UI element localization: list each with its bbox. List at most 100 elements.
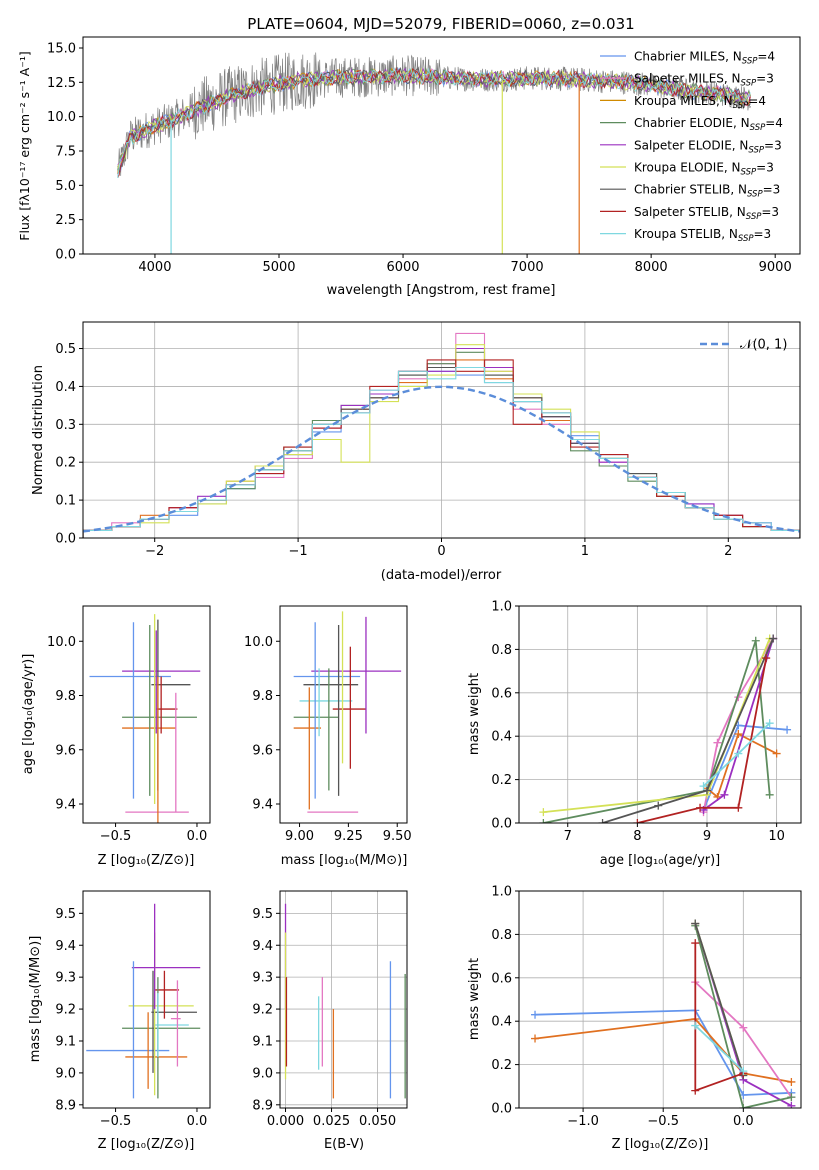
plus-marker xyxy=(691,939,700,948)
spectrum-title: PLATE=0604, MJD=52079, FIBERID=0060, z=0… xyxy=(247,15,634,33)
legend-label-8: Salpeter STELIB, NSSP=3 xyxy=(634,205,779,222)
weight-vs-age-panel: age [log₁₀(age/yr)] mass weight 7 8 9 10 0.0… xyxy=(467,600,802,868)
plus-marker xyxy=(751,636,760,645)
ebv-panel: E(B-V) 0.000 0.025 0.050 8.9 9.0 9.1 9.2 9.3 9.4… xyxy=(252,890,408,1152)
plot-area xyxy=(117,52,751,254)
x-tick-label: 2 xyxy=(724,544,732,559)
plus-marker xyxy=(765,719,774,728)
x-tick-label: 8 xyxy=(633,829,641,844)
legend-label-4: Chabrier ELODIE, NSSP=4 xyxy=(634,116,783,133)
plot-area xyxy=(89,614,201,823)
y-tick-label: 0.4 xyxy=(55,380,76,395)
y-tick-label: 1.0 xyxy=(491,600,512,615)
plus-marker xyxy=(739,1067,748,1076)
y-tick-label: 0.0 xyxy=(55,248,76,263)
y-tick-label: 9.4 xyxy=(252,798,273,813)
plus-marker xyxy=(762,654,771,663)
plot-area xyxy=(284,903,406,1099)
y-tick-label: 9.2 xyxy=(55,1003,76,1018)
plus-marker xyxy=(539,819,548,823)
x-tick-label: 0.0 xyxy=(733,1114,754,1129)
plus-marker xyxy=(699,782,708,791)
x-tick-label: −0.5 xyxy=(100,1114,132,1129)
plus-marker xyxy=(739,1023,748,1032)
residuals-plot: −2 −1 0 1 2 0.0 0.1 0.2 0.3 0.4 0.5 𝒩(0, 1) xyxy=(55,321,801,559)
weight-vs-age-plot: 7 8 9 10 0.0 0.2 0.4 0.6 0.8 1.0 xyxy=(491,600,802,844)
plus-marker xyxy=(720,790,729,799)
axes-frame xyxy=(82,36,801,255)
spectrum-panel: PLATE=0604, MJD=52079, FIBERID=0060, z=0… xyxy=(17,15,801,298)
axes-frame xyxy=(82,890,211,1109)
y-tick-label: 9.6 xyxy=(252,743,273,758)
plus-marker xyxy=(691,919,700,928)
plus-marker xyxy=(739,1104,748,1108)
y-tick-label: 10.0 xyxy=(47,635,76,650)
y-tick-label: 2.5 xyxy=(55,213,76,228)
y-tick-label: 9.0 xyxy=(252,1066,273,1081)
y-tick-label: 9.1 xyxy=(55,1034,76,1049)
y-tick-label: 9.3 xyxy=(55,971,76,986)
x-tick-label: 7 xyxy=(564,829,572,844)
y-tick-label: 0.4 xyxy=(491,730,512,745)
plus-marker xyxy=(713,738,722,747)
x-tick-label: 7000 xyxy=(511,260,544,275)
x-tick-label: −0.5 xyxy=(647,1114,679,1129)
age-vs-z-ylabel: age [log₁₀(age/yr)] xyxy=(21,654,36,775)
mass-vs-z-panel: Z [log₁₀(Z/Z⊙)] mass [log₁₀(M/M⊙)] −0.5 0… xyxy=(28,890,211,1152)
plot-area xyxy=(293,611,402,813)
y-tick-label: 8.9 xyxy=(252,1098,273,1113)
age-vs-z-panel: Z [log₁₀(Z/Z⊙)] age [log₁₀(age/yr)] −0.5… xyxy=(21,605,211,868)
plus-marker xyxy=(787,1101,796,1108)
x-tick-label: 4000 xyxy=(138,260,171,275)
y-tick-label: 15.0 xyxy=(47,41,76,56)
plus-marker xyxy=(691,1021,700,1030)
y-tick-label: 0.2 xyxy=(491,773,512,788)
y-tick-label: 9.2 xyxy=(252,1003,273,1018)
y-tick-label: 0.0 xyxy=(55,532,76,547)
plus-marker xyxy=(696,803,705,812)
x-tick-label: 0.0 xyxy=(187,1114,208,1129)
legend-label-9: Kroupa STELIB, NSSP=3 xyxy=(634,227,771,244)
age-vs-z-xlabel: Z [log₁₀(Z/Z⊙)] xyxy=(98,853,195,868)
weight-line-9 xyxy=(694,1024,744,1072)
plus-marker xyxy=(734,749,743,758)
plus-marker xyxy=(787,1093,796,1102)
plus-marker xyxy=(654,801,663,810)
weight-line-7 xyxy=(694,923,745,1076)
y-tick-label: 0.4 xyxy=(491,1015,512,1030)
weight-line-2 xyxy=(534,1018,792,1083)
weight-vs-z-plot: −1.0 −0.5 0.0 0.0 0.2 0.4 0.6 0.8 1.0 xyxy=(491,885,802,1129)
spectrum-ylabel: Flux [fλ10⁻¹⁷ erg cm⁻² s⁻¹ A⁻¹] xyxy=(17,51,32,240)
plus-marker xyxy=(531,1034,540,1043)
x-tick-label: 0.050 xyxy=(359,1114,396,1129)
weight-line-5 xyxy=(694,925,792,1108)
y-tick-label: 9.1 xyxy=(252,1034,273,1049)
plus-marker xyxy=(531,1010,540,1019)
y-tick-label: 0.3 xyxy=(55,418,76,433)
age-vs-mass-xlabel: mass [log₁₀(M/M⊙)] xyxy=(281,853,408,868)
plus-marker xyxy=(734,803,743,812)
x-tick-label: 0.0 xyxy=(187,829,208,844)
y-tick-label: 0.2 xyxy=(55,456,76,471)
ebv-plot: 0.000 0.025 0.050 8.9 9.0 9.1 9.2 9.3 9.4 9.5 xyxy=(252,890,408,1129)
model-line-7 xyxy=(117,66,751,174)
x-tick-label: −0.5 xyxy=(100,829,132,844)
plus-marker xyxy=(787,1077,796,1086)
x-tick-label: 6000 xyxy=(386,260,419,275)
weight-vs-z-ylabel: mass weight xyxy=(467,958,482,1040)
y-tick-label: 9.8 xyxy=(55,689,76,704)
plus-marker xyxy=(783,725,792,734)
x-tick-label: 8000 xyxy=(635,260,668,275)
y-tick-label: 0.0 xyxy=(491,1102,512,1117)
mass-vs-z-plot: −0.5 0.0 8.9 9.0 9.1 9.2 9.3 9.4 9.5 xyxy=(55,890,211,1129)
mass-vs-z-ylabel: mass [log₁₀(M/M⊙)] xyxy=(28,936,43,1063)
weight-vs-age-ylabel: mass weight xyxy=(467,673,482,755)
weight-line-7 xyxy=(602,638,774,823)
legend-label-1: Chabrier MILES, NSSP=4 xyxy=(634,50,775,67)
x-tick-label: 9000 xyxy=(759,260,792,275)
age-vs-z-plot: −0.5 0.0 9.4 9.6 9.8 10.0 xyxy=(47,605,211,844)
y-tick-label: 8.9 xyxy=(55,1098,76,1113)
x-tick-label: 9.50 xyxy=(383,829,412,844)
y-tick-label: 9.4 xyxy=(55,939,76,954)
